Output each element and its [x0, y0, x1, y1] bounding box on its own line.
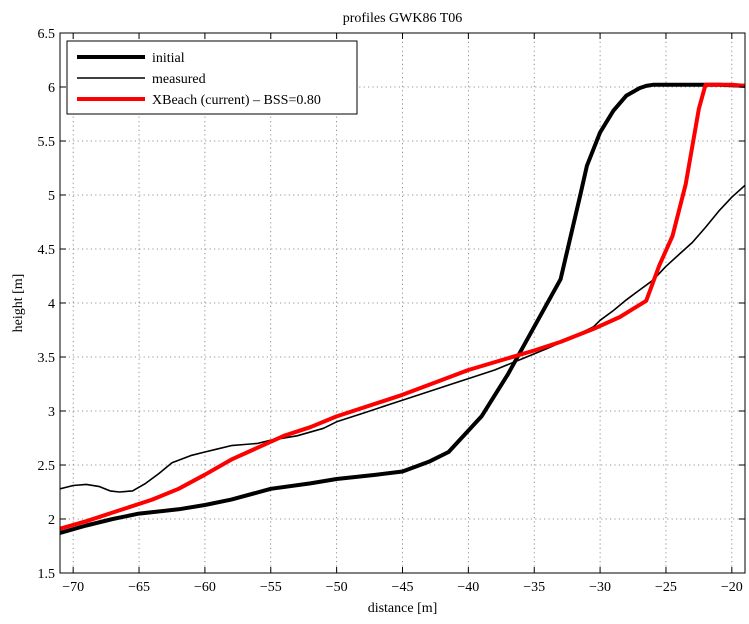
- grid: [60, 32, 745, 574]
- legend-label: XBeach (current) – BSS=0.80: [152, 93, 321, 108]
- x-tick-label: −30: [589, 580, 611, 595]
- y-tick-label: 2: [48, 513, 55, 528]
- legend-label: measured: [152, 72, 206, 87]
- y-axis-label: height [m]: [11, 274, 26, 333]
- y-tick-label: 3.5: [38, 351, 56, 366]
- legend-label: initial: [152, 51, 185, 66]
- x-tick-label: −45: [392, 580, 414, 595]
- y-tick-label: 5: [48, 189, 55, 204]
- x-tick-label: −35: [523, 580, 545, 595]
- legend: initial measured XBeach (current) – BSS=0.…: [66, 40, 358, 115]
- axis-ticks: −70 −65 −60 −55 −50 −45 −40 −35 −30 −25 −20 1.5 2 2.5…: [38, 27, 745, 595]
- series-line-initial: [60, 82, 745, 535]
- chart-title: profiles GWK86 T06: [343, 11, 463, 26]
- y-tick-label: 2.5: [38, 459, 56, 474]
- x-tick-label: −40: [457, 580, 479, 595]
- y-tick-label: 6: [48, 81, 55, 96]
- series-line-xbeach: [60, 82, 745, 531]
- data-series: [60, 82, 745, 535]
- x-tick-label: −50: [326, 580, 348, 595]
- x-tick-label: −20: [721, 580, 743, 595]
- y-tick-label: 3: [48, 405, 55, 420]
- x-tick-label: −55: [260, 580, 282, 595]
- x-axis-label: distance [m]: [368, 601, 438, 616]
- y-tick-label: 5.5: [38, 135, 56, 150]
- y-tick-label: 4: [48, 297, 55, 312]
- x-tick-label: −70: [62, 580, 84, 595]
- y-tick-label: 4.5: [38, 243, 56, 258]
- x-tick-label: −60: [194, 580, 216, 595]
- y-tick-label: 1.5: [38, 567, 56, 582]
- x-tick-label: −25: [655, 580, 677, 595]
- x-tick-label: −65: [128, 580, 150, 595]
- legend-items: initial measured XBeach (current) – BSS=0.…: [77, 51, 321, 108]
- y-tick-label: 6.5: [38, 27, 56, 42]
